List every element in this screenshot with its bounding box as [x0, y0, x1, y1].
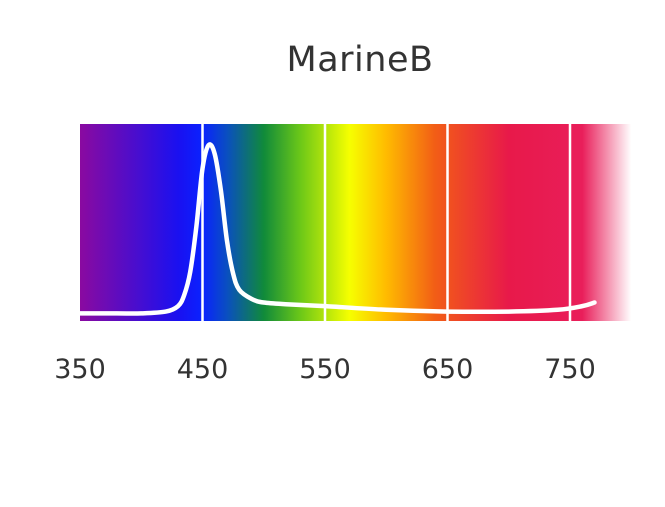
x-tick-labels: 350 450 550 650 750: [54, 354, 596, 385]
x-tick-label-650: 650: [422, 354, 474, 385]
x-tick-label-450: 450: [177, 354, 229, 385]
emission-curve: [77, 142, 597, 316]
spectrum-background: [80, 124, 635, 321]
x-tick-label-750: 750: [544, 354, 596, 385]
chart-title: MarineB: [286, 40, 434, 80]
x-tick-label-350: 350: [54, 354, 106, 385]
x-tick-label-550: 550: [299, 354, 351, 385]
